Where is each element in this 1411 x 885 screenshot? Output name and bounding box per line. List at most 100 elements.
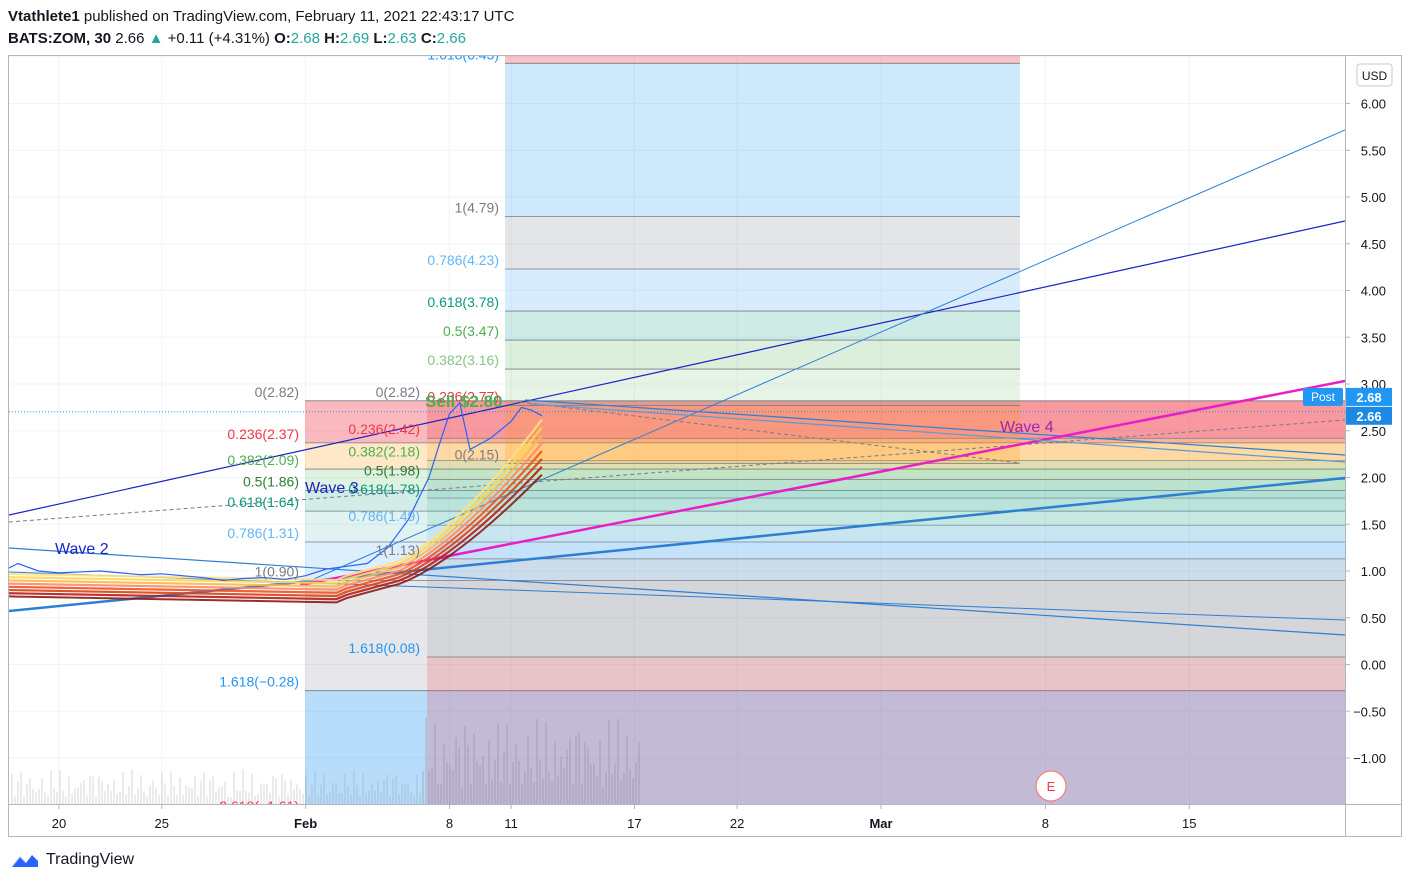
publish-info: published on TradingView.com, February 1… <box>83 8 515 25</box>
currency-box[interactable]: USD <box>1356 63 1393 87</box>
fib-mid-zone <box>427 558 1345 658</box>
price-axis-label: 1.50 <box>1361 517 1386 532</box>
time-axis-label: 20 <box>52 816 66 831</box>
volume-bars <box>11 717 640 804</box>
ma-ribbon-line <box>9 426 543 585</box>
footer: TradingView <box>10 850 134 870</box>
time-axis-label: 15 <box>1182 816 1196 831</box>
time-axis-label: 17 <box>627 816 641 831</box>
dashed-trend-line <box>9 419 1345 523</box>
fib-right-zone <box>505 369 1020 406</box>
fib-left-zone <box>305 542 1345 581</box>
fib-level-label: 1(1.13) <box>376 542 420 558</box>
annotation-wave-2: Wave 2 <box>55 541 109 558</box>
fib-level-label: 2.618(−1.61) <box>219 798 299 814</box>
fib-level-label: 1.618(6.43) <box>427 46 499 62</box>
low-label: L: <box>373 30 388 47</box>
post-price-badge <box>1346 387 1392 406</box>
time-axis-label: 8 <box>1042 816 1049 831</box>
fib-left-zone <box>305 690 1345 804</box>
time-axis-label: 8 <box>446 816 453 831</box>
price-axis-label: 4.50 <box>1361 237 1386 252</box>
fib-right-zone <box>505 268 1020 312</box>
price-axis-label: 3.50 <box>1361 330 1386 345</box>
fib-left-zone <box>305 442 1345 470</box>
fib-right-zone <box>505 311 1020 341</box>
fib-level-label: 1.618(0.08) <box>348 640 420 656</box>
fib-level-label: 0.5(1.98) <box>364 462 420 478</box>
time-axis-label: 25 <box>155 816 169 831</box>
lower-channel-line <box>9 547 1345 636</box>
high-value: 2.69 <box>339 30 370 47</box>
ma-ribbon-line <box>9 450 543 594</box>
publish-line: Vtathlete1 published on TradingView.com,… <box>8 6 514 28</box>
fib-level-label: 1(4.79) <box>455 200 499 216</box>
price-change: +0.11 (+4.31%) <box>167 30 270 47</box>
ma-ribbon-line <box>9 442 543 591</box>
fib-level-label: 0.618(1.64) <box>227 494 299 510</box>
fib-left-zone <box>305 580 1345 691</box>
last-price-badge <box>1346 406 1392 425</box>
price-badges: Post 2.68 2.66 <box>1303 387 1392 425</box>
close-value: 2.66 <box>436 30 466 47</box>
price-axis-label: 2.00 <box>1361 471 1386 486</box>
fib-level-label: 0.382(2.18) <box>348 444 420 460</box>
ma-ribbon-line <box>9 458 543 598</box>
footer-brand[interactable]: TradingView <box>46 851 135 868</box>
support-trend-line <box>9 476 1345 613</box>
fibonacci-labels: 0(2.82) 0.236(2.37) 0.382(2.09) 0.5(1.86) 0.… <box>219 46 499 814</box>
fib-mid-zone <box>427 498 1345 526</box>
fib-mid-zone <box>427 438 1345 461</box>
fib-right-zone <box>505 216 1020 269</box>
time-axis-label: 22 <box>730 816 744 831</box>
chart-frame <box>8 55 1402 837</box>
price-axis-label: 5.50 <box>1361 143 1386 158</box>
tradingview-logo-icon[interactable] <box>10 850 40 870</box>
post-badge-tag <box>1303 387 1343 406</box>
fib-level-label: 1(0.90) <box>255 563 299 579</box>
symbol-line: BATS:ZOM, 30 2.66 ▲ +0.11 (+4.31%) O:2.6… <box>8 28 514 50</box>
fib-level-label: 0(2.82) <box>376 384 420 400</box>
wave-4-line <box>299 379 1345 587</box>
fib-level-label: 0.5(1.86) <box>243 474 299 490</box>
channel-upper-line <box>9 220 1345 516</box>
price-axis-label: 4.00 <box>1361 284 1386 299</box>
fib-mid-zone <box>427 479 1345 499</box>
moving-average-ribbon <box>9 418 543 604</box>
fib-level-label: 0.618(1.78) <box>348 481 420 497</box>
up-arrow-icon: ▲ <box>148 30 164 47</box>
price-line-group <box>9 401 1345 581</box>
price-axis[interactable]: 6.005.505.004.504.003.503.002.502.001.50… <box>1345 97 1386 767</box>
ma-ribbon-line <box>9 418 543 582</box>
time-axis-label: Feb <box>294 816 317 831</box>
fib-left-zone <box>305 490 1345 512</box>
fib-level-label: 0.236(2.77) <box>427 389 499 405</box>
last-price: 2.66 <box>115 30 145 47</box>
fibonacci-zones <box>305 56 1345 804</box>
annotation-wave-4: Wave 4 <box>1000 419 1054 436</box>
price-axis-label: 0.50 <box>1361 611 1386 626</box>
last-price-value: 2.66 <box>1356 409 1381 424</box>
author-name[interactable]: Vtathlete1 <box>8 8 80 25</box>
price-axis-label: −0.50 <box>1353 704 1386 719</box>
post-badge-label: Post <box>1311 390 1336 404</box>
fib-level-label: 0.382(2.09) <box>227 452 299 468</box>
high-label: H: <box>324 30 340 47</box>
fib-level-label: 0.786(1.49) <box>348 508 420 524</box>
earnings-event-label: E <box>1047 779 1056 794</box>
annotation-sell-2-80: Sell $2.80 <box>425 392 503 411</box>
grid <box>9 56 1345 804</box>
low-value: 2.63 <box>387 30 417 47</box>
trend-lines <box>9 129 1345 636</box>
descending-line <box>529 403 1345 463</box>
resistance-line <box>524 399 1345 456</box>
fib-mid-zone <box>427 657 1345 804</box>
time-axis[interactable]: 20 25 Feb 8 11 17 22 Mar 8 15 <box>52 804 1197 831</box>
fib-level-label: 0(2.15) <box>455 446 499 462</box>
fib-level-label: 1.618(−0.28) <box>219 674 299 690</box>
price-axis-label: 2.50 <box>1361 424 1386 439</box>
fib-level-label: 0.236(2.37) <box>227 426 299 442</box>
price-axis-label: 6.00 <box>1361 97 1386 112</box>
price-line <box>9 401 543 581</box>
